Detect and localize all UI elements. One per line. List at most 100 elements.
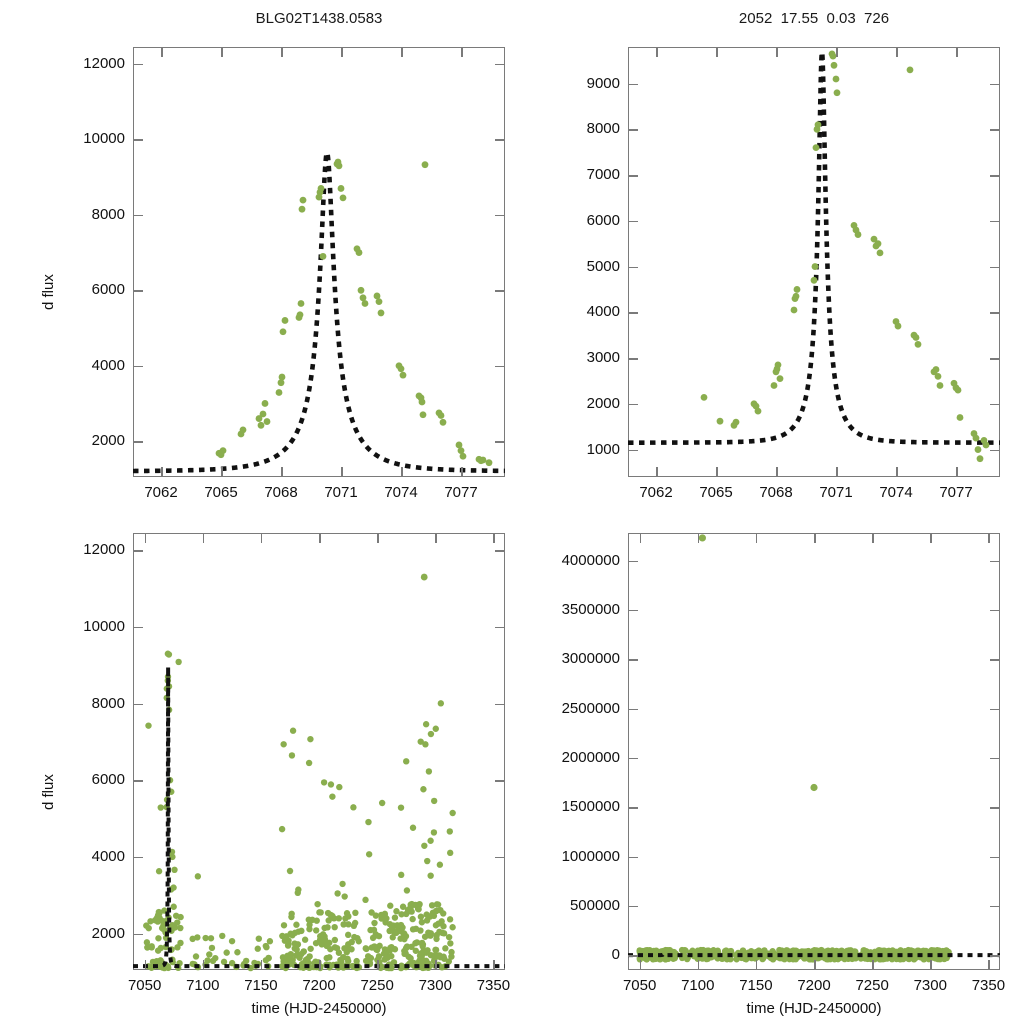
x-tick-label: 7100 bbox=[186, 977, 220, 994]
y-tick-label: 4000 bbox=[91, 356, 125, 374]
x-tick-mark bbox=[260, 533, 263, 543]
data-point bbox=[399, 903, 407, 910]
data-point bbox=[448, 953, 455, 960]
panel-top-left-title: BLG02T1438.0583 bbox=[255, 10, 383, 27]
x-tick-label: 7065 bbox=[204, 484, 238, 501]
data-point bbox=[339, 880, 346, 888]
x-tick-mark bbox=[639, 533, 642, 543]
data-point bbox=[398, 871, 405, 879]
data-point bbox=[418, 919, 426, 926]
data-point bbox=[409, 824, 417, 831]
data-point bbox=[974, 446, 982, 453]
data-point bbox=[368, 944, 376, 951]
data-point bbox=[189, 960, 196, 968]
data-point bbox=[242, 957, 250, 965]
data-point bbox=[485, 459, 493, 467]
y-tick-mark bbox=[628, 220, 638, 223]
y-tick-label: 3000000 bbox=[561, 650, 620, 668]
data-point bbox=[153, 914, 161, 921]
y-tick-mark bbox=[133, 703, 143, 706]
x-tick-label: 7071 bbox=[819, 484, 853, 501]
data-point bbox=[306, 953, 313, 960]
y-tick-label: 2000 bbox=[91, 924, 125, 942]
data-point bbox=[440, 930, 448, 937]
data-point bbox=[261, 400, 269, 407]
data-point bbox=[403, 758, 410, 765]
data-point bbox=[345, 921, 352, 928]
data-point bbox=[318, 941, 325, 948]
data-point bbox=[420, 573, 428, 581]
data-point bbox=[402, 933, 410, 940]
data-point bbox=[171, 924, 179, 931]
y-tick-mark bbox=[133, 550, 143, 552]
data-point bbox=[704, 947, 712, 954]
data-point bbox=[437, 412, 445, 419]
data-point bbox=[814, 121, 822, 129]
data-point bbox=[698, 534, 707, 542]
data-point bbox=[754, 407, 762, 415]
x-tick-mark bbox=[319, 533, 321, 543]
data-point bbox=[792, 292, 800, 300]
data-point bbox=[982, 441, 990, 449]
data-point bbox=[202, 934, 209, 942]
y-tick-mark bbox=[990, 312, 1000, 314]
data-point bbox=[658, 948, 665, 955]
x-tick-mark bbox=[836, 47, 838, 57]
data-point bbox=[424, 857, 431, 865]
y-tick-label: 12000 bbox=[83, 541, 125, 559]
data-point bbox=[874, 240, 882, 248]
data-point bbox=[430, 797, 438, 805]
data-point bbox=[892, 948, 900, 956]
data-point bbox=[776, 946, 783, 954]
data-point bbox=[387, 944, 394, 952]
y-tick-mark bbox=[628, 659, 638, 661]
data-point bbox=[420, 786, 427, 793]
data-point bbox=[393, 908, 400, 915]
x-tick-label: 7300 bbox=[418, 977, 452, 994]
y-tick-mark bbox=[628, 609, 638, 612]
data-point bbox=[931, 952, 939, 960]
x-tick-mark bbox=[872, 533, 874, 543]
x-tick-mark bbox=[697, 960, 700, 970]
data-point bbox=[761, 947, 768, 954]
y-tick-mark bbox=[628, 955, 638, 957]
y-tick-mark bbox=[495, 139, 505, 141]
y-tick-mark bbox=[495, 933, 505, 936]
data-point bbox=[317, 185, 325, 192]
data-point bbox=[387, 902, 394, 909]
y-tick-mark bbox=[628, 312, 638, 314]
x-tick-mark bbox=[716, 467, 718, 477]
y-tick-mark bbox=[990, 560, 1000, 563]
data-point bbox=[408, 943, 415, 950]
y-tick-mark bbox=[133, 139, 143, 141]
data-point bbox=[415, 959, 422, 966]
data-point bbox=[278, 373, 286, 381]
data-point bbox=[335, 915, 343, 922]
y-tick-mark bbox=[990, 659, 1000, 661]
data-point bbox=[774, 361, 782, 369]
data-point bbox=[402, 944, 410, 952]
y-tick-mark bbox=[133, 365, 143, 368]
data-point bbox=[862, 955, 869, 962]
x-tick-mark bbox=[814, 960, 816, 970]
data-point bbox=[208, 944, 216, 952]
y-tick-mark bbox=[133, 441, 143, 443]
data-point bbox=[306, 925, 313, 933]
data-point bbox=[365, 818, 372, 826]
data-point bbox=[324, 909, 332, 917]
x-tick-mark bbox=[930, 960, 932, 970]
data-point bbox=[319, 252, 327, 260]
x-tick-mark bbox=[956, 467, 958, 477]
data-point bbox=[700, 394, 708, 401]
data-point bbox=[419, 943, 426, 950]
data-point bbox=[305, 759, 313, 767]
x-tick-mark bbox=[161, 467, 163, 477]
data-point bbox=[413, 939, 421, 946]
data-point bbox=[255, 415, 263, 422]
y-tick-mark bbox=[628, 905, 638, 908]
data-point bbox=[234, 949, 241, 956]
